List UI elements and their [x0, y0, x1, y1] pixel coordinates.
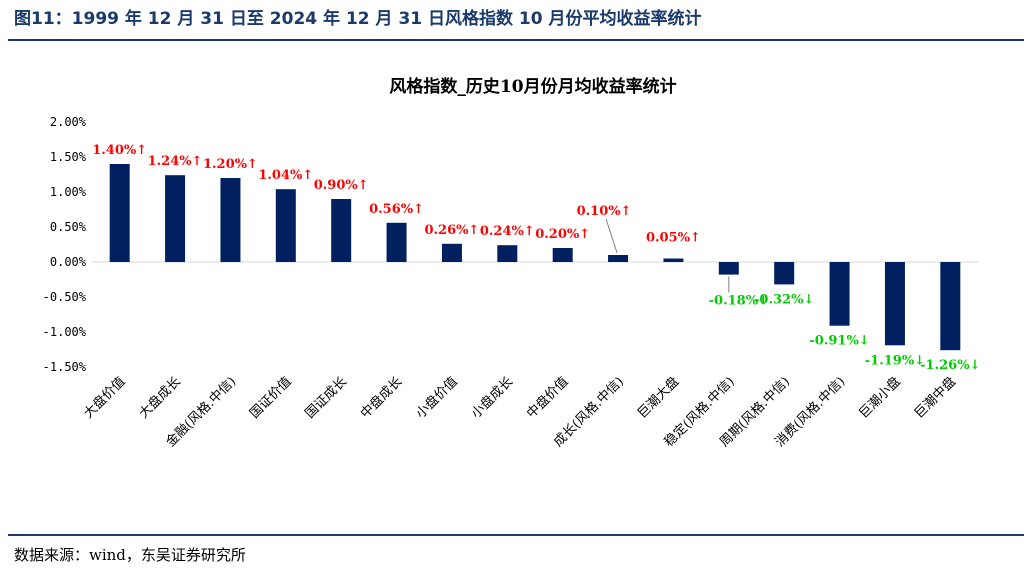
x-category-label: 大盘成长: [136, 374, 184, 422]
data-label: -1.19%↓: [865, 353, 925, 368]
bar: [940, 262, 961, 351]
bar: [774, 262, 795, 285]
top-rule: [8, 39, 1024, 41]
chart-title: 风格指数_历史10月份月均收益率统计: [389, 76, 676, 97]
data-label: -0.91%↓: [809, 334, 869, 349]
data-label: 0.26%↑: [424, 223, 479, 238]
x-category-label: 中盘成长: [357, 374, 405, 422]
x-category-label: 小盘成长: [468, 374, 516, 422]
x-category-label: 巨潮中盘: [911, 374, 959, 422]
bar: [718, 262, 739, 275]
y-tick-label: 2.00%: [50, 115, 87, 129]
y-tick-label: -1.00%: [43, 325, 87, 339]
data-label: 1.04%↑: [258, 168, 313, 183]
bar: [165, 175, 186, 262]
data-label: 1.24%↑: [148, 154, 203, 169]
x-category-label: 中盘价值: [523, 374, 571, 422]
bar: [884, 262, 905, 346]
y-tick-label: 0.50%: [50, 220, 87, 234]
y-tick-label: -0.50%: [43, 290, 87, 304]
x-category-label: 国证价值: [247, 374, 295, 422]
data-label: -1.26%↓: [920, 358, 980, 373]
bar: [275, 189, 296, 262]
data-label: 0.24%↑: [480, 224, 535, 239]
data-label: 0.56%↑: [369, 202, 424, 217]
y-tick-label: 1.50%: [50, 150, 87, 164]
bar: [109, 164, 130, 262]
y-tick-label: 1.00%: [50, 185, 87, 199]
x-category-label: 小盘价值: [413, 374, 461, 422]
data-label: 1.40%↑: [92, 143, 147, 158]
data-label: 1.20%↑: [203, 157, 258, 172]
bar: [220, 178, 241, 262]
bar: [331, 199, 352, 262]
bar: [497, 245, 518, 262]
bar: [608, 255, 629, 262]
data-label: -0.32%↓: [754, 292, 814, 307]
x-category-label: 巨潮小盘: [856, 374, 904, 422]
bar: [552, 248, 573, 262]
data-label: 0.90%↑: [314, 178, 369, 193]
data-label: 0.20%↑: [535, 227, 590, 242]
figure-caption: 图11：1999 年 12 月 31 日至 2024 年 12 月 31 日风格…: [14, 9, 702, 29]
bar-chart: 风格指数_历史10月份月均收益率统计 2.00% 1.50% 1.00% 0.50% 0…: [43, 76, 981, 451]
x-category-label: 大盘价值: [80, 374, 128, 422]
data-label: 0.05%↑: [646, 231, 701, 246]
source-note: 数据来源：wind，东吴证券研究所: [14, 546, 246, 564]
data-label: 0.10%↑: [577, 204, 632, 219]
bar: [441, 243, 462, 262]
bottom-rule: [8, 534, 1024, 536]
bar-series: [109, 164, 961, 351]
y-tick-label: -1.50%: [43, 360, 87, 374]
bar: [829, 262, 850, 326]
bar: [386, 222, 407, 262]
label-leader-line: [605, 218, 618, 254]
x-category-label: 巨潮大盘: [634, 374, 682, 422]
data-label: -0.18%↓: [709, 294, 769, 309]
bar: [663, 258, 684, 262]
x-category-label: 国证成长: [303, 374, 350, 421]
y-tick-label: 0.00%: [50, 255, 87, 269]
data-labels: 1.40%↑1.24%↑ 1.20%↑1.04%↑0.90%↑0.56%↑0.26…: [92, 143, 980, 373]
